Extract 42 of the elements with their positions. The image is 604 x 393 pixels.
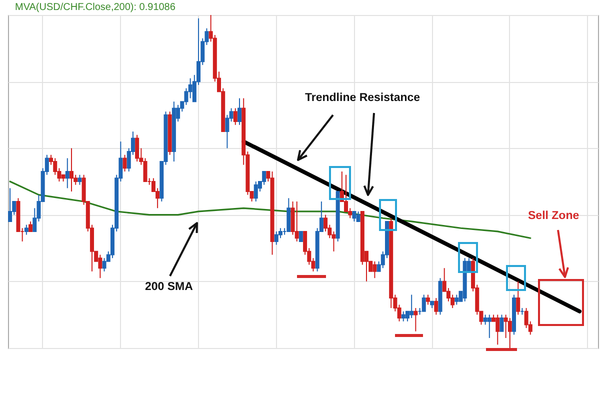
annotation: 200 SMA (145, 281, 193, 293)
candlestick (356, 210, 360, 222)
candlestick (422, 294, 426, 312)
candlestick (262, 171, 266, 186)
candlestick (254, 181, 258, 202)
candlestick (508, 318, 512, 348)
candlestick (274, 230, 278, 246)
candlestick (483, 314, 488, 326)
candlestick (286, 198, 291, 232)
candlestick (410, 294, 414, 319)
text: MVA(USD/CHF.Close,200): 0.91086 (15, 2, 176, 13)
candlestick (98, 254, 102, 279)
candlestick (143, 158, 148, 182)
candlestick (233, 108, 238, 126)
candlestick (516, 280, 520, 316)
candlestick (401, 310, 406, 322)
candlestick (500, 314, 504, 332)
candlestick (487, 314, 492, 339)
candlestick (28, 220, 33, 232)
candlestick (434, 298, 438, 316)
candlestick (70, 148, 74, 192)
candlestick (184, 88, 188, 106)
candlestick (102, 258, 106, 272)
annotation: Sell Zone (528, 210, 580, 222)
candlestick (352, 210, 356, 222)
candlestick (135, 134, 140, 162)
candlestick (225, 114, 230, 149)
candlestick (122, 154, 127, 172)
candlestick (24, 224, 28, 236)
candlestick (8, 188, 12, 222)
candlestick (188, 78, 192, 99)
candlestick (78, 174, 82, 186)
candlestick (237, 98, 242, 126)
candlestick (372, 260, 377, 279)
candlestick (414, 308, 418, 332)
candlestick (454, 294, 459, 306)
candlestick (298, 230, 303, 242)
candlestick (65, 158, 70, 189)
candlestick (496, 314, 500, 346)
annotation: Trendline Resistance (305, 92, 420, 104)
candlestick (426, 294, 430, 306)
candlestick (294, 200, 299, 242)
